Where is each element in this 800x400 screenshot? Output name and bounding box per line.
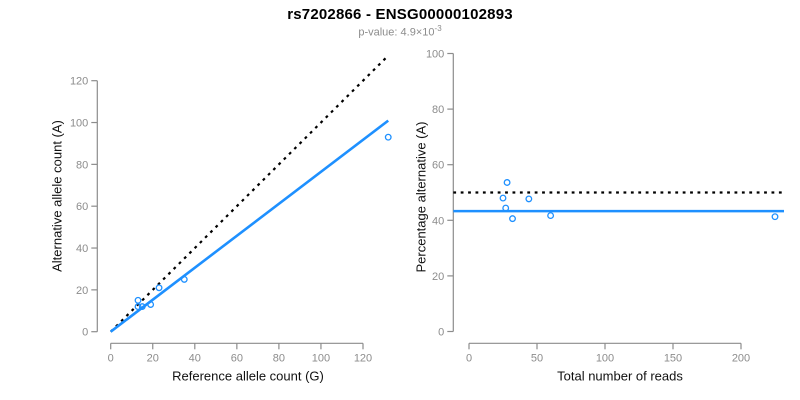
y-tick-label: 60 xyxy=(432,160,444,172)
identity-line xyxy=(109,56,387,333)
data-point xyxy=(547,212,555,220)
x-tick-label: 50 xyxy=(531,352,543,364)
right-plot-y-axis-title: Percentage alternative (A) xyxy=(413,121,429,273)
data-point xyxy=(503,179,511,186)
y-tick-label: 60 xyxy=(76,201,88,213)
x-tick-label: 150 xyxy=(664,352,682,364)
fitted-ratio-line xyxy=(109,119,390,333)
data-point xyxy=(525,195,533,203)
p-value-base: 10 xyxy=(422,26,435,39)
data-point xyxy=(138,303,146,311)
left-plot-y-axis-title: Alternative allele count (A) xyxy=(49,120,65,272)
x-tick-label: 20 xyxy=(147,352,159,364)
p-value-coefficient: 4.9 xyxy=(400,26,416,39)
data-point xyxy=(384,133,392,141)
data-point xyxy=(134,303,142,311)
left-plot-x-axis-title: Reference allele count (G) xyxy=(172,368,324,384)
x-tick-label: 100 xyxy=(596,352,614,364)
p-value-exponent: -3 xyxy=(434,24,442,33)
x-tick-label: 0 xyxy=(466,352,472,364)
figure-title: rs7202866 - ENSG00000102893 xyxy=(287,6,513,23)
y-tick-label: 20 xyxy=(432,271,444,283)
data-point xyxy=(180,275,188,283)
right-plot-x-axis-title: Total number of reads xyxy=(557,368,683,384)
data-point xyxy=(499,194,507,202)
p-value-label: p-value: xyxy=(358,26,401,39)
x-tick-label: 100 xyxy=(312,352,330,364)
y-tick-label: 40 xyxy=(76,243,88,255)
x-tick-label: 120 xyxy=(354,352,372,364)
data-point xyxy=(509,215,516,223)
y-tick-label: 20 xyxy=(76,285,88,297)
y-tick-label: 0 xyxy=(438,327,444,339)
y-tick-label: 40 xyxy=(432,215,444,227)
y-tick-label: 100 xyxy=(70,118,88,130)
multiplication-symbol: × xyxy=(415,26,423,39)
x-tick-label: 80 xyxy=(273,352,285,364)
y-tick-label: 80 xyxy=(432,104,444,116)
data-point xyxy=(502,204,510,212)
data-point xyxy=(155,284,163,292)
y-tick-label: 120 xyxy=(70,76,88,88)
p-value-subtitle: p-value: 4.9×10-3 xyxy=(0,24,800,39)
y-tick-label: 0 xyxy=(82,327,88,339)
data-point xyxy=(771,213,779,221)
data-point xyxy=(147,301,155,308)
x-tick-label: 40 xyxy=(189,352,201,364)
x-tick-label: 60 xyxy=(231,352,243,364)
data-point xyxy=(134,296,142,304)
y-tick-label: 80 xyxy=(76,159,88,171)
x-tick-label: 200 xyxy=(732,352,750,364)
x-tick-label: 0 xyxy=(108,352,114,364)
y-tick-label: 100 xyxy=(426,49,444,61)
